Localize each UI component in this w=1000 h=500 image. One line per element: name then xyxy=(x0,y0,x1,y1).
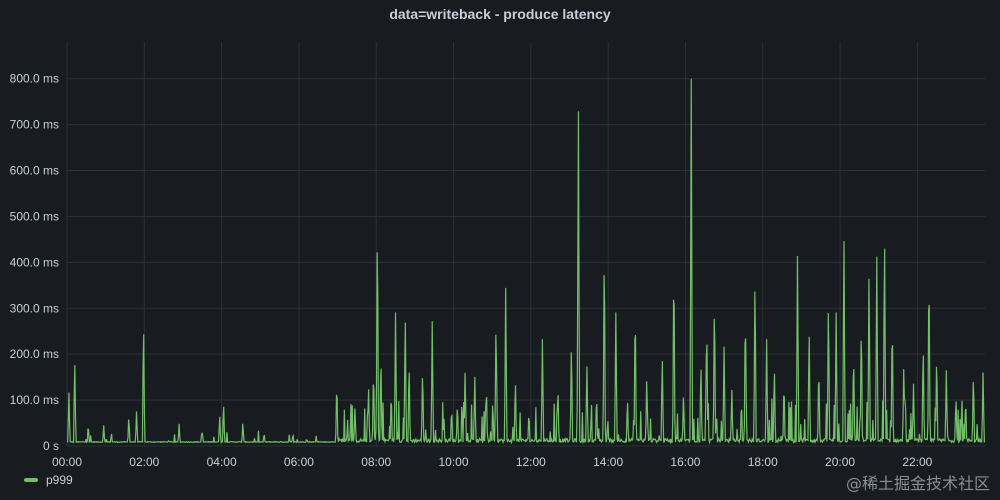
x-tick-label: 04:00 xyxy=(207,455,237,469)
x-tick-label: 14:00 xyxy=(593,455,623,469)
x-tick-label: 22:00 xyxy=(902,455,932,469)
x-tick-label: 10:00 xyxy=(439,455,469,469)
y-tick-label: 400.0 ms xyxy=(10,255,59,269)
y-tick-label: 200.0 ms xyxy=(10,347,59,361)
x-tick-label: 06:00 xyxy=(284,455,314,469)
x-tick-label: 20:00 xyxy=(825,455,855,469)
y-tick-label: 0 s xyxy=(43,439,59,453)
y-tick-label: 500.0 ms xyxy=(10,209,59,223)
x-tick-label: 16:00 xyxy=(670,455,700,469)
legend-item-p999[interactable]: p999 xyxy=(24,473,73,487)
x-tick-label: 00:00 xyxy=(52,455,82,469)
x-tick-label: 18:00 xyxy=(748,455,778,469)
x-axis-ticks: 00:00 02:00 04:00 06:00 08:00 10:00 12:00 14:00… xyxy=(52,455,933,469)
y-tick-label: 100.0 ms xyxy=(10,393,59,407)
grid-lines xyxy=(66,42,985,447)
x-tick-label: 08:00 xyxy=(361,455,391,469)
series-line-p999[interactable] xyxy=(66,78,986,445)
legend-label: p999 xyxy=(46,473,73,487)
x-tick-label: 12:00 xyxy=(516,455,546,469)
legend-swatch xyxy=(24,478,38,482)
y-tick-label: 300.0 ms xyxy=(10,301,59,315)
y-tick-label: 700.0 ms xyxy=(10,118,59,132)
x-tick-label: 02:00 xyxy=(129,455,159,469)
y-tick-label: 600.0 ms xyxy=(10,164,59,178)
y-axis-ticks: 0 s 100.0 ms 200.0 ms 300.0 ms 400.0 ms 500.0… xyxy=(10,72,59,453)
watermark: @稀土掘金技术社区 xyxy=(845,474,990,493)
panel-title[interactable]: data=writeback - produce latency xyxy=(389,6,611,22)
y-tick-label: 800.0 ms xyxy=(10,72,59,86)
